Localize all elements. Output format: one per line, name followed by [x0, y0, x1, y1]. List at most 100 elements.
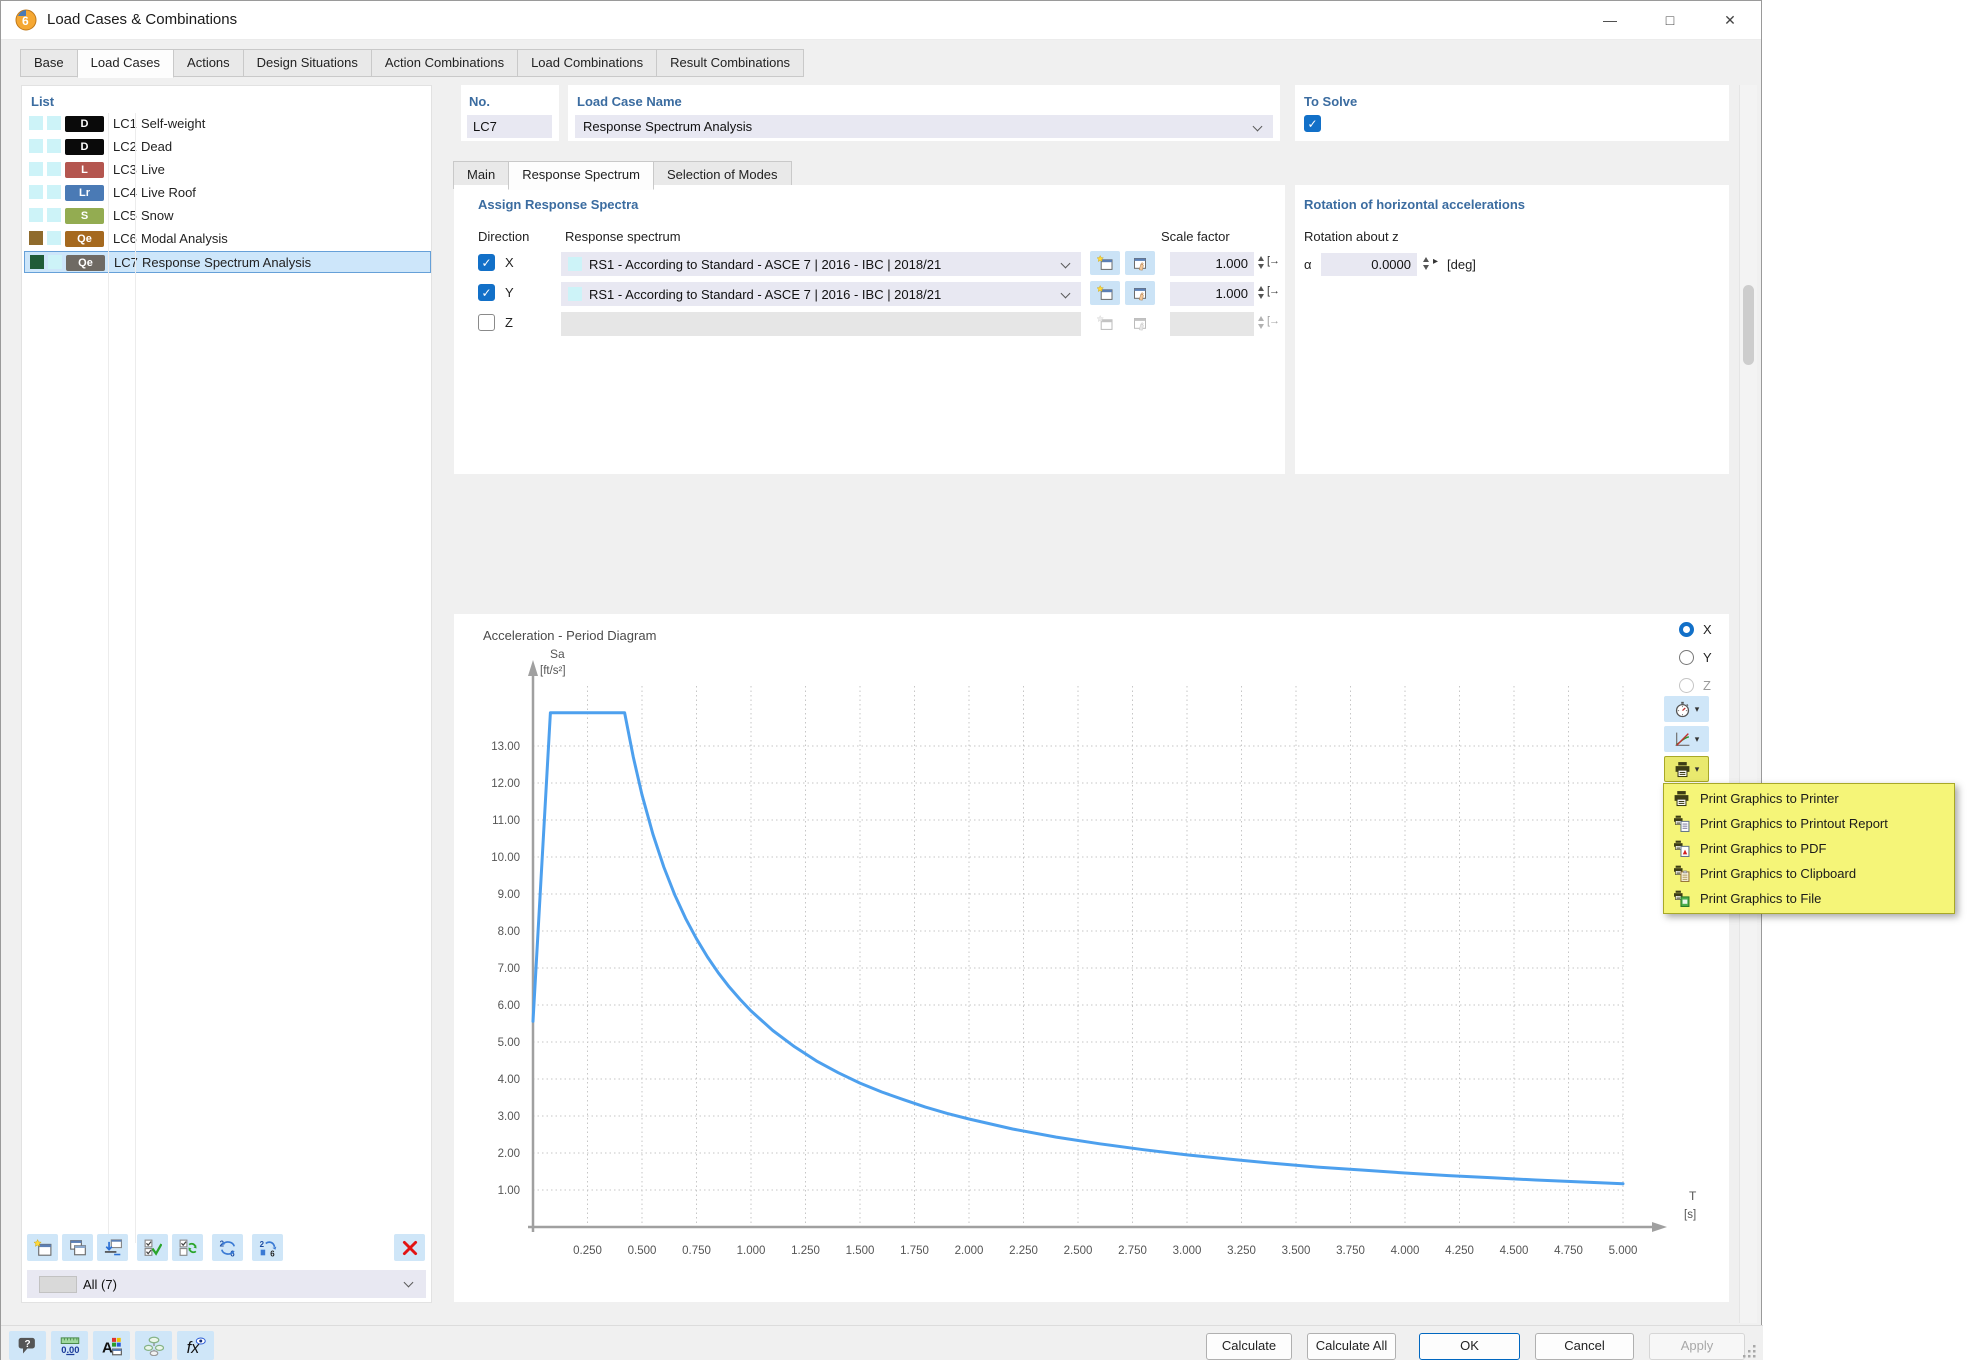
delete-button[interactable] — [394, 1234, 425, 1261]
cancel-button[interactable]: Cancel — [1535, 1333, 1634, 1360]
tab-load-combinations[interactable]: Load Combinations — [517, 49, 658, 77]
svg-text:4.750: 4.750 — [1554, 1245, 1583, 1257]
tab-actions[interactable]: Actions — [173, 49, 244, 77]
units-icon: 0.00 — [60, 1336, 80, 1356]
scale-expand-icon[interactable]: [→ — [1267, 255, 1280, 267]
load-case-row[interactable]: S LC5 Snow — [24, 205, 431, 227]
sub-tab-bar: Main Response Spectrum Selection of Modes — [453, 161, 792, 190]
direction-z-checkbox[interactable] — [478, 314, 495, 331]
stopwatch-button[interactable]: ▾ — [1664, 696, 1709, 722]
dialog-scrollbar[interactable] — [1739, 85, 1757, 1323]
svg-text:0.250: 0.250 — [573, 1245, 602, 1257]
menu-item-print-graphics-to-pdf[interactable]: Print Graphics to PDF — [1664, 836, 1954, 861]
scale-spinner[interactable] — [1256, 256, 1265, 269]
load-case-row[interactable]: Qe LC7 Response Spectrum Analysis — [24, 251, 431, 273]
display-button[interactable]: A — [93, 1331, 130, 1360]
solve-cell — [30, 255, 44, 269]
spectrum-value: RS1 - According to Standard - ASCE 7 | 2… — [589, 287, 942, 302]
to-solve-checkbox[interactable]: ✓ — [1304, 115, 1321, 132]
direction-label: Y — [505, 285, 514, 300]
svg-text:3.00: 3.00 — [498, 1111, 520, 1123]
svg-text:0.00: 0.00 — [61, 1344, 79, 1354]
maximize-icon[interactable]: □ — [1665, 12, 1675, 28]
load-case-row[interactable]: Lr LC4 Live Roof — [24, 182, 431, 204]
tab-action-combinations[interactable]: Action Combinations — [370, 49, 519, 77]
spectrum-dropdown[interactable]: RS1 - According to Standard - ASCE 7 | 2… — [561, 252, 1081, 276]
load-case-row[interactable]: Qe LC6 Modal Analysis — [24, 228, 431, 250]
ok-button[interactable]: OK — [1419, 1333, 1520, 1360]
scale-spinner[interactable] — [1256, 286, 1265, 299]
alpha-spinner[interactable] — [1421, 257, 1430, 270]
insert-button[interactable] — [97, 1234, 128, 1261]
svg-text:[ft/s²]: [ft/s²] — [540, 665, 566, 677]
printer-file-icon — [1673, 890, 1690, 907]
load-case-row[interactable]: D LC1 Self-weight — [24, 113, 431, 135]
tab-load-cases[interactable]: Load Cases — [76, 49, 175, 78]
calculate-button[interactable]: Calculate — [1206, 1333, 1292, 1360]
display-icon: A — [102, 1336, 122, 1356]
axis-radio-label: Z — [1703, 678, 1711, 693]
alpha-field[interactable]: 0.0000 — [1321, 253, 1417, 276]
scale-factor-field[interactable]: 1.000 — [1170, 282, 1254, 306]
list-filter-dropdown[interactable]: All (7) — [27, 1270, 426, 1298]
load-case-id: LC3 — [113, 162, 137, 177]
calculate-all-button[interactable]: Calculate All — [1307, 1333, 1396, 1360]
renumber-button[interactable]: 26 — [212, 1234, 243, 1261]
diagram-panel: Acceleration - Period Diagram 0.250 0.500… — [454, 614, 1729, 1302]
chevron-down-icon: ▾ — [1694, 703, 1700, 714]
scale-expand-icon[interactable]: [→ — [1267, 285, 1280, 297]
diagram-button[interactable]: ▾ — [1664, 726, 1709, 752]
menu-item-print-graphics-to-file[interactable]: Print Graphics to File — [1664, 886, 1954, 911]
edit-spectrum-button[interactable] — [1125, 281, 1155, 305]
svg-text:7.00: 7.00 — [498, 963, 520, 975]
solve-cell — [29, 116, 43, 130]
assign-row-y: ✓ Y RS1 - According to Standard - ASCE 7 |… — [454, 281, 1285, 307]
edit-spectrum-button[interactable] — [1125, 251, 1155, 275]
print-graphics-menu: Print Graphics to Printer Print Graphics … — [1663, 783, 1955, 914]
load-case-row[interactable]: L LC3 Live — [24, 159, 431, 181]
help-button[interactable]: ? — [9, 1331, 46, 1360]
subtab-response-spectrum[interactable]: Response Spectrum — [508, 161, 654, 190]
edit-spectrum-button — [1125, 311, 1155, 335]
load-case-name-combo[interactable]: Response Spectrum Analysis — [575, 115, 1273, 138]
printer-button[interactable]: ▾ — [1664, 756, 1709, 782]
axis-radio-x[interactable] — [1679, 622, 1694, 637]
load-case-name: Snow — [141, 208, 174, 223]
menu-item-print-graphics-to-printer[interactable]: Print Graphics to Printer — [1664, 786, 1954, 811]
resize-grip[interactable] — [1743, 1344, 1757, 1358]
tab-base[interactable]: Base — [20, 49, 78, 77]
minimize-icon[interactable]: — — [1603, 12, 1617, 28]
new-spectrum-button[interactable] — [1090, 281, 1120, 305]
svg-text:6: 6 — [22, 14, 29, 28]
alpha-expand-icon[interactable]: ▸ — [1433, 256, 1439, 267]
direction-y-checkbox[interactable]: ✓ — [478, 284, 495, 301]
scale-factor-field[interactable]: 1.000 — [1170, 252, 1254, 276]
direction-x-checkbox[interactable]: ✓ — [478, 254, 495, 271]
load-case-row[interactable]: D LC2 Dead — [24, 136, 431, 158]
spectrum-dropdown[interactable]: RS1 - According to Standard - ASCE 7 | 2… — [561, 282, 1081, 306]
spectrum-color-swatch — [568, 287, 582, 301]
no-field[interactable]: LC7 — [467, 115, 552, 138]
subtab-main[interactable]: Main — [453, 161, 510, 189]
invert-selection-button[interactable] — [172, 1234, 203, 1261]
menu-item-print-graphics-to-clipboard[interactable]: Print Graphics to Clipboard — [1664, 861, 1954, 886]
menu-item-print-graphics-to-printout-report[interactable]: Print Graphics to Printout Report — [1664, 811, 1954, 836]
close-icon[interactable]: ✕ — [1724, 12, 1736, 28]
axis-radio-y[interactable] — [1679, 650, 1694, 665]
units-button[interactable]: 0.00 — [51, 1331, 88, 1360]
svg-text:4.00: 4.00 — [498, 1074, 520, 1086]
check-all-button[interactable] — [137, 1234, 168, 1261]
load-case-id: LC2 — [113, 139, 137, 154]
model-tree-button[interactable] — [135, 1331, 172, 1360]
tab-design-situations[interactable]: Design Situations — [242, 49, 372, 77]
solve-cell — [29, 139, 43, 153]
new-button[interactable] — [27, 1234, 58, 1261]
new-spectrum-button[interactable] — [1090, 251, 1120, 275]
tab-result-combinations[interactable]: Result Combinations — [656, 49, 805, 77]
copy-button[interactable] — [62, 1234, 93, 1261]
spectrum-color-swatch — [568, 257, 582, 271]
svg-text:3.500: 3.500 — [1282, 1245, 1311, 1257]
scrollbar-thumb[interactable] — [1743, 285, 1754, 365]
formula-button[interactable]: fx — [177, 1331, 214, 1360]
